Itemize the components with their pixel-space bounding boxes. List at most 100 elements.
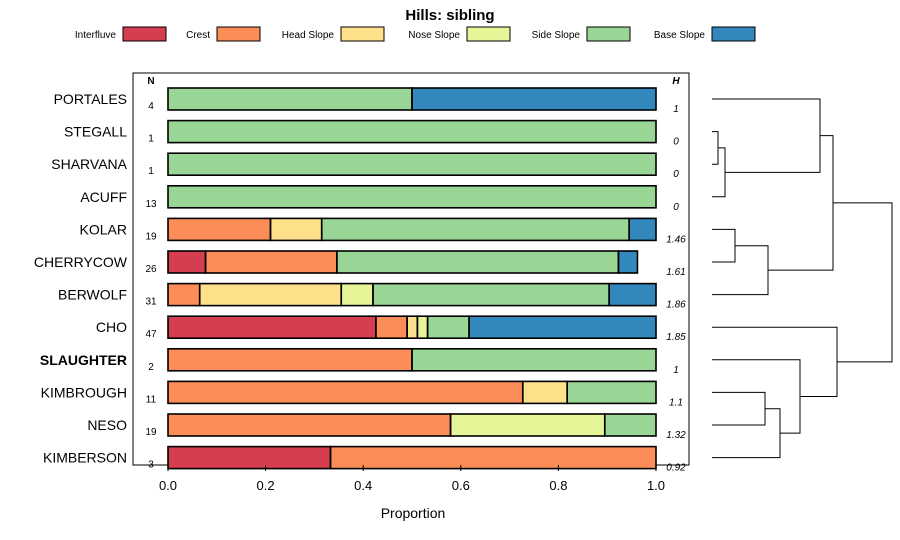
legend-label-crest: Crest <box>186 30 210 41</box>
bar-seg-kimbrough-crest <box>168 381 523 404</box>
bar-seg-berwolf-head-slope <box>199 283 342 306</box>
h-value-kimbrough: 1.1 <box>669 397 683 408</box>
dendro-merge-c <box>712 98 821 173</box>
bar-seg-berwolf-crest <box>168 283 200 306</box>
legend-label-head-slope: Head Slope <box>282 30 335 41</box>
bar-seg-berwolf-side-slope <box>372 283 610 306</box>
bar-outline-kimbrough-side-slope <box>566 380 657 405</box>
row-label-neso: NESO <box>87 417 127 433</box>
bars-group <box>167 87 657 470</box>
bar-seg-portales-side-slope <box>168 88 412 110</box>
h-value-cho: 1.85 <box>666 332 686 343</box>
h-value-portales: 1 <box>673 104 679 115</box>
h-header: H <box>672 76 680 87</box>
bar-seg-acuff-side-slope <box>168 185 656 208</box>
row-label-sharvana: SHARVANA <box>51 156 127 172</box>
row-label-kolar: KOLAR <box>80 221 127 237</box>
n-value-sharvana: 1 <box>148 166 154 177</box>
bar-outline-kimberson-crest <box>329 445 657 470</box>
bar-outline-kolar-base-slope <box>628 217 657 242</box>
h-value-kimberson: 0.92 <box>666 463 686 474</box>
n-value-stegall: 1 <box>148 134 154 145</box>
dendro-merge-j <box>712 326 838 397</box>
bar-seg-cherrycow-base-slope <box>618 251 638 273</box>
bar-seg-cho-head-slope <box>407 316 418 339</box>
chart-title: Hills: sibling <box>405 7 494 24</box>
dendro-merge-f <box>768 135 834 271</box>
x-axis-title: Proportion <box>381 505 446 521</box>
bar-outline-acuff-side-slope <box>167 185 657 209</box>
bar-seg-berwolf-base-slope <box>609 283 656 306</box>
bar-seg-neso-side-slope <box>604 414 656 436</box>
bar-seg-cherrycow-crest <box>205 251 337 273</box>
dendro-merge-e <box>712 245 769 296</box>
bar-seg-cho-base-slope <box>469 316 656 339</box>
dendrogram <box>712 98 893 459</box>
legend-swatch-base-slope <box>711 26 756 42</box>
legend-label-nose-slope: Nose Slope <box>408 30 460 41</box>
bar-seg-kimbrough-head-slope <box>522 381 568 404</box>
legend-label-interfluve: Interfluve <box>75 30 117 41</box>
bar-seg-neso-crest <box>168 414 451 436</box>
bar-seg-sharvana-side-slope <box>168 153 656 176</box>
x-tick-label-2: 0.4 <box>354 478 372 493</box>
n-value-cho: 47 <box>145 329 157 340</box>
dendro-merge-a <box>712 131 719 165</box>
dendro-merge-g <box>712 391 766 426</box>
row-label-portales: PORTALES <box>54 91 127 107</box>
bar-outline-neso-side-slope <box>603 413 657 437</box>
bar-seg-portales-base-slope <box>412 88 656 110</box>
n-value-kimberson: 3 <box>148 460 154 471</box>
n-header: N <box>147 76 154 87</box>
row-label-cho: CHO <box>96 319 127 335</box>
n-value-acuff: 13 <box>145 199 157 210</box>
n-value-kolar: 19 <box>145 231 157 242</box>
bar-seg-slaughter-side-slope <box>412 348 656 371</box>
n-value-slaughter: 2 <box>148 362 154 373</box>
x-axis: 0.0 0.2 0.4 0.6 0.8 1.0 <box>159 465 665 493</box>
n-value-neso: 19 <box>145 427 157 438</box>
bar-seg-kimbrough-side-slope <box>567 381 656 404</box>
row-label-acuff: ACUFF <box>80 189 127 205</box>
legend-swatch-side-slope <box>586 26 631 42</box>
h-value-sharvana: 0 <box>673 169 679 180</box>
h-value-stegall: 0 <box>673 137 679 148</box>
row-label-berwolf: BERWOLF <box>58 287 127 303</box>
bar-seg-stegall-side-slope <box>168 120 656 143</box>
bar-seg-kolar-head-slope <box>270 218 322 241</box>
bar-seg-slaughter-crest <box>168 348 412 371</box>
bar-outline-cherrycow-base-slope <box>617 250 639 274</box>
row-label-kimbrough: KIMBROUGH <box>41 384 127 400</box>
bar-seg-berwolf-nose-slope <box>341 283 373 306</box>
n-value-cherrycow: 26 <box>145 264 157 275</box>
legend-swatch-crest <box>216 26 261 42</box>
h-value-slaughter: 1 <box>673 365 679 376</box>
x-tick-label-4: 0.8 <box>549 478 567 493</box>
row-label-kimberson: KIMBERSON <box>43 450 127 466</box>
bar-seg-kimberson-interfluve <box>168 446 331 469</box>
legend-swatch-nose-slope <box>466 26 511 42</box>
bar-seg-kolar-base-slope <box>629 218 656 241</box>
bar-seg-kolar-crest <box>168 218 271 241</box>
dendro-merge-i <box>712 359 801 434</box>
x-tick-label-0: 0.0 <box>159 478 177 493</box>
dendro-merge-h <box>712 408 781 459</box>
n-value-portales: 4 <box>148 101 154 112</box>
h-value-berwolf: 1.86 <box>666 300 686 311</box>
bar-outline-berwolf-base-slope <box>608 282 657 307</box>
legend-swatch-interfluve <box>122 26 167 42</box>
n-value-berwolf: 31 <box>145 297 157 308</box>
h-value-acuff: 0 <box>673 202 679 213</box>
bar-seg-kimberson-crest <box>330 446 656 469</box>
bar-outline-cho-base-slope <box>468 315 657 340</box>
row-label-stegall: STEGALL <box>64 124 127 140</box>
h-value-neso: 1.32 <box>666 430 686 441</box>
legend: Interfluve Crest Head Slope Nose Slope Side … <box>75 26 756 42</box>
x-tick-label-1: 0.2 <box>257 478 275 493</box>
bar-outline-portales-base-slope <box>411 87 657 111</box>
bar-outline-stegall-side-slope <box>167 119 657 144</box>
x-tick-label-3: 0.6 <box>452 478 470 493</box>
